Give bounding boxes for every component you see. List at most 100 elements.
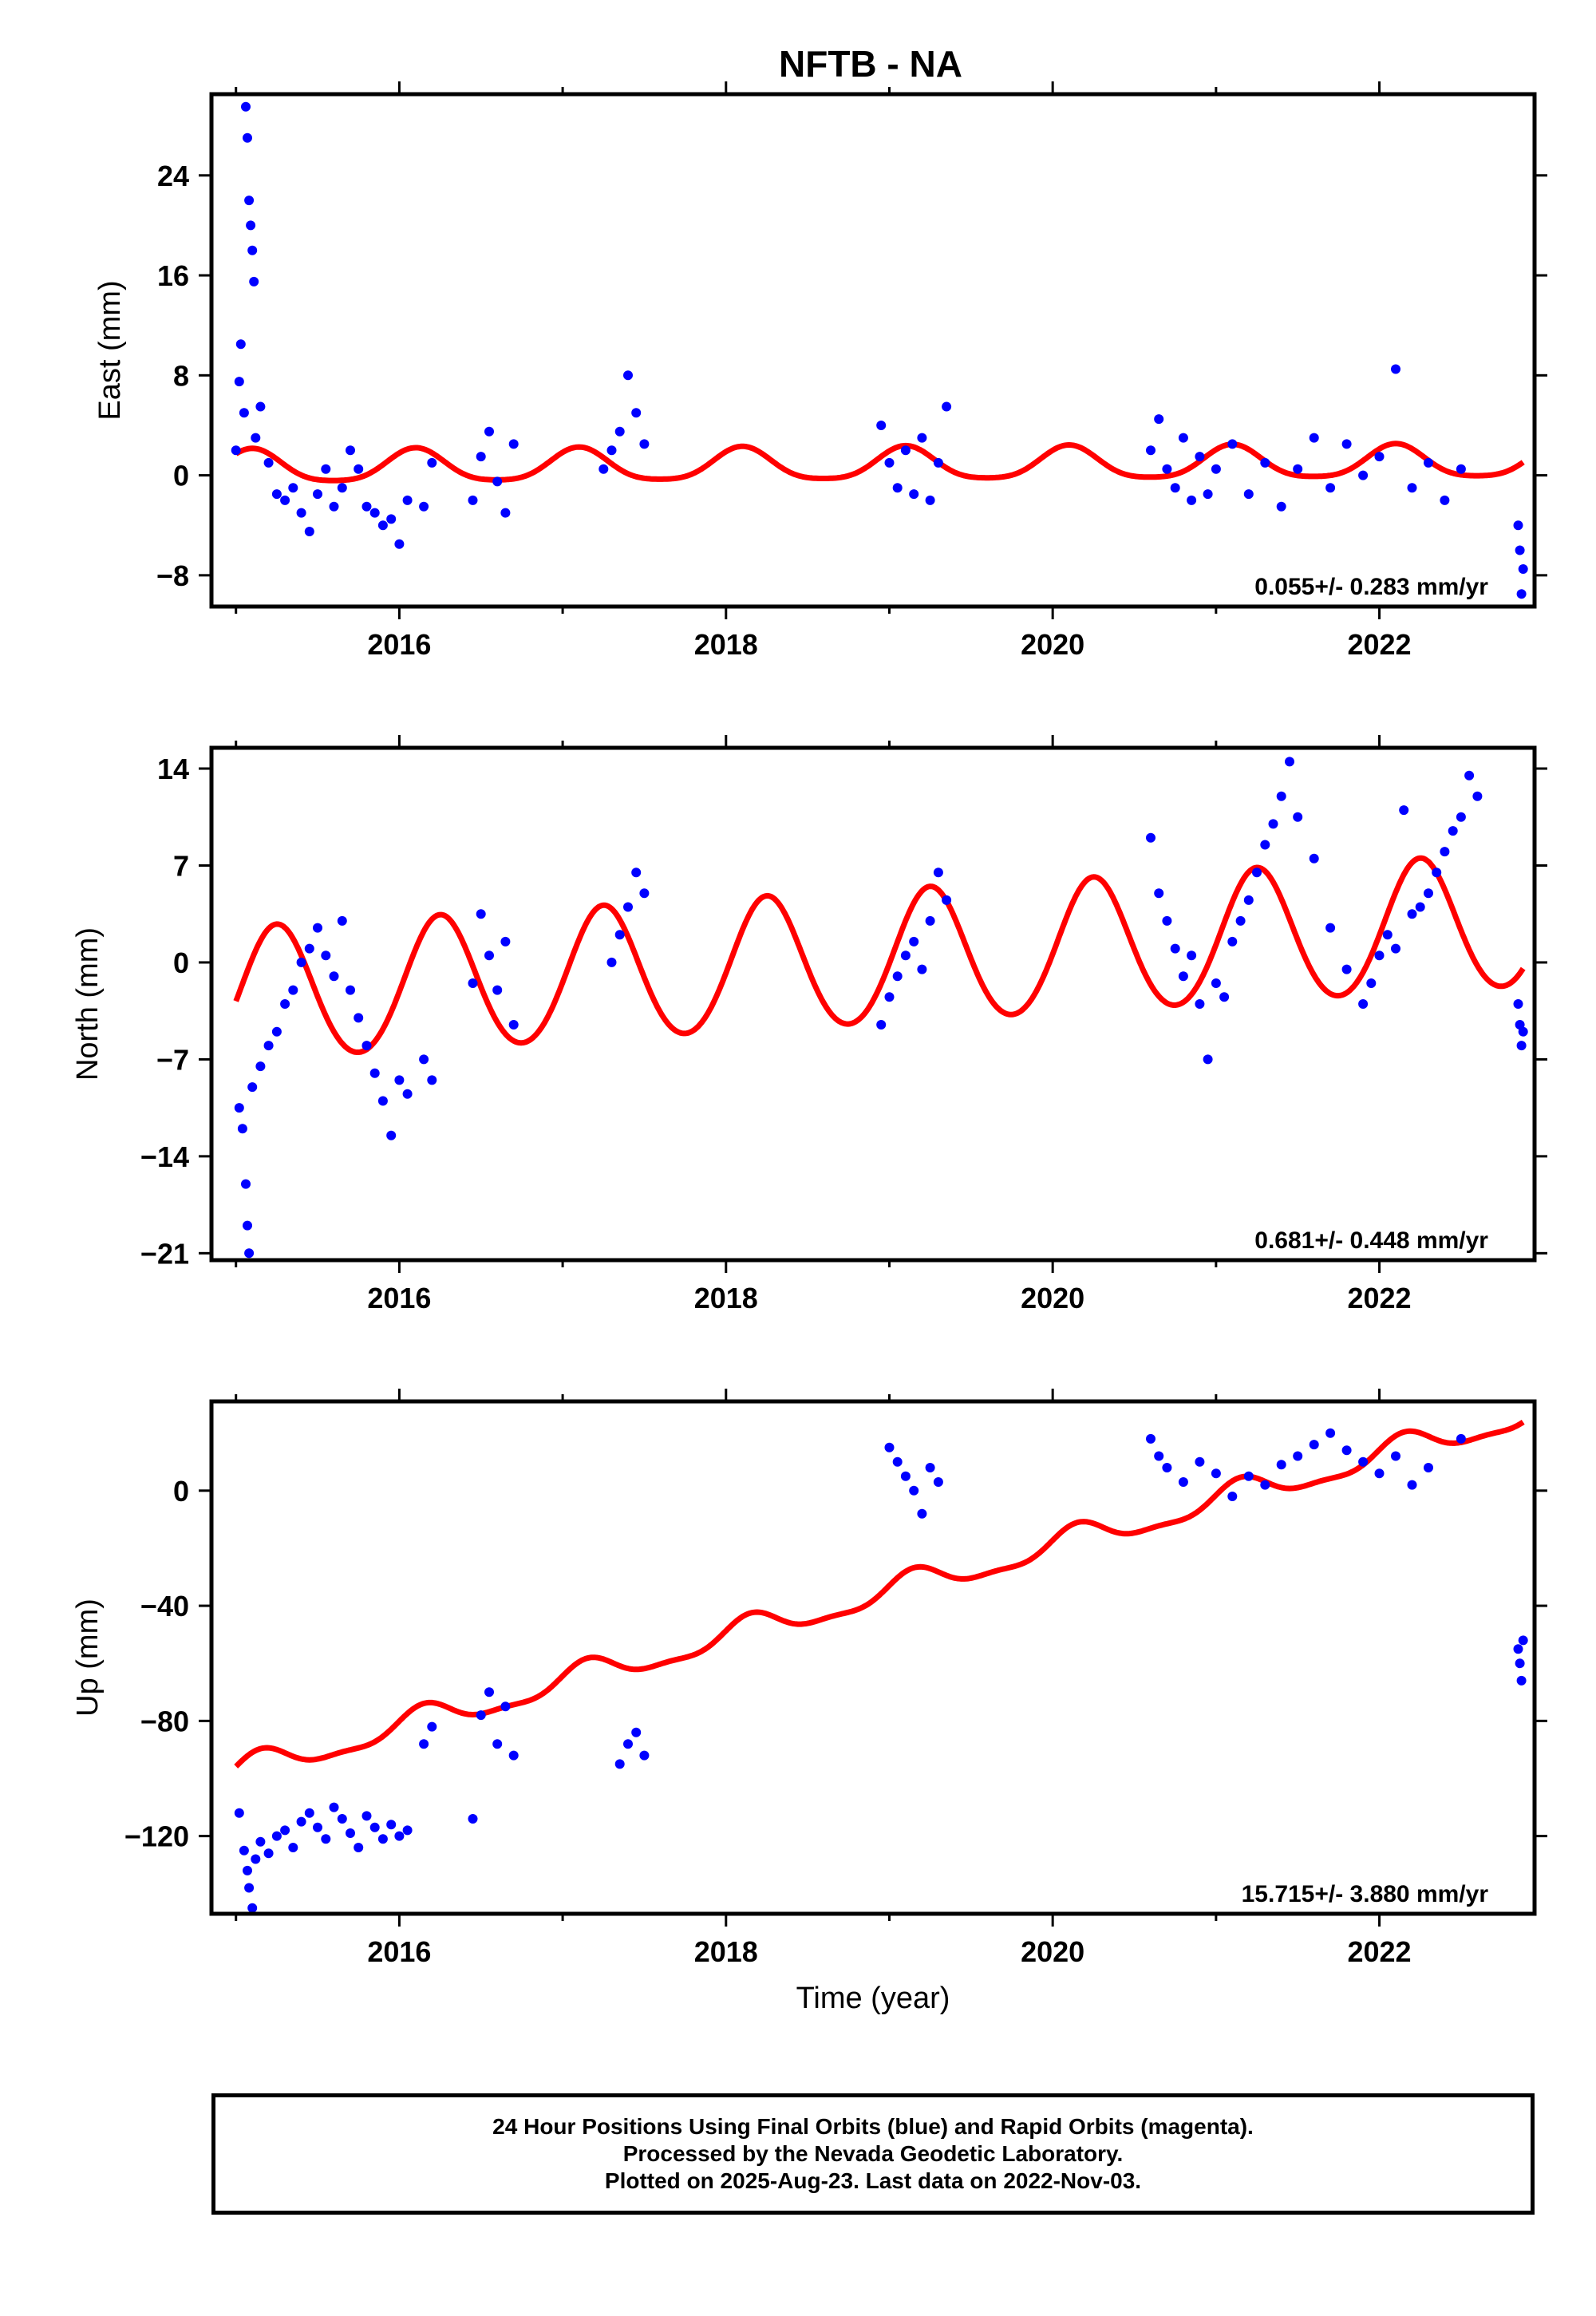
up-data-point — [1358, 1456, 1369, 1467]
up-y-tick-label: −40 — [140, 1590, 189, 1622]
east-data-point — [249, 276, 259, 287]
north-data-point — [255, 1061, 266, 1072]
north-data-point — [1260, 840, 1270, 850]
east-data-point — [402, 495, 413, 505]
east-data-point — [909, 489, 919, 500]
up-data-point — [1515, 1658, 1525, 1669]
up-rate-label: 15.715+/- 3.880 mm/yr — [1242, 1881, 1489, 1907]
up-data-point — [1325, 1428, 1336, 1438]
up-data-point — [239, 1845, 249, 1856]
east-data-point — [296, 508, 306, 518]
up-data-point — [244, 1883, 255, 1893]
up-data-point — [1154, 1451, 1164, 1461]
north-data-point — [876, 1020, 887, 1030]
north-model-line — [233, 855, 1526, 1055]
north-data-point — [427, 1075, 437, 1085]
east-data-point — [235, 339, 246, 350]
north-data-point — [917, 964, 927, 974]
up-x-tick-label: 2018 — [694, 1935, 758, 1968]
east-data-point — [933, 457, 943, 468]
north-data-point — [476, 909, 486, 919]
north-data-point — [1170, 943, 1180, 954]
up-data-point — [884, 1442, 895, 1452]
north-data-point — [1516, 1041, 1527, 1051]
east-x-tick-label: 2018 — [694, 628, 758, 661]
up-data-point — [377, 1834, 388, 1844]
north-data-point — [1243, 895, 1254, 905]
up-data-point — [234, 1808, 244, 1818]
east-frame — [209, 92, 1537, 609]
up-data-point — [1407, 1480, 1417, 1490]
north-data-point — [313, 923, 322, 933]
up-y-tick-label: −80 — [140, 1705, 189, 1737]
east-data-point — [313, 489, 322, 500]
north-data-point — [1276, 791, 1286, 801]
north-data-point — [623, 902, 633, 912]
east-data-point — [288, 483, 298, 493]
north-data-point — [361, 1041, 372, 1051]
up-x-axis-label: Time (year) — [796, 1982, 950, 2015]
up-data-point — [271, 1831, 282, 1841]
east-data-point — [1358, 470, 1369, 480]
up-data-point — [1162, 1463, 1172, 1472]
east-data-point — [917, 433, 927, 443]
up-panel: 2016 2018 2020 2022 −120 −80 −40 0 Up (mm) Time (… — [71, 1389, 1547, 2015]
east-x-tick-label: 2016 — [367, 628, 431, 661]
north-data-point — [933, 868, 943, 878]
up-data-point — [492, 1739, 503, 1749]
footer-line-orbits: 24 Hour Positions Using Final Orbits (bl… — [492, 2114, 1254, 2139]
up-data-point — [500, 1701, 511, 1712]
east-data-point — [1513, 520, 1523, 531]
east-data-point — [271, 489, 282, 500]
east-data-point — [1178, 433, 1188, 443]
north-data-point — [1162, 915, 1172, 926]
east-data-point — [329, 501, 339, 512]
north-data-point — [369, 1068, 380, 1078]
east-data-point — [1227, 439, 1238, 449]
east-rate-label: 0.055+/- 0.283 mm/yr — [1254, 574, 1488, 600]
up-data-point — [354, 1843, 364, 1852]
north-data-point — [1187, 951, 1197, 961]
north-frame — [209, 745, 1537, 1263]
up-data-point — [247, 1903, 258, 1913]
east-data-point — [377, 520, 388, 531]
up-frame — [209, 1399, 1537, 1916]
up-data-point — [369, 1822, 380, 1832]
east-data-point — [1276, 501, 1286, 512]
east-data-point — [263, 457, 274, 468]
north-data-point — [484, 951, 494, 961]
east-data-point — [1515, 545, 1525, 555]
east-data-point — [337, 483, 347, 493]
east-data-point — [1456, 464, 1466, 474]
up-data-point — [900, 1471, 911, 1481]
north-data-point — [296, 957, 306, 967]
north-data-point — [1424, 888, 1433, 899]
north-y-tick-label: −7 — [156, 1043, 189, 1076]
north-data-point — [1358, 999, 1369, 1009]
up-data-point — [623, 1739, 633, 1749]
north-data-point — [1203, 1054, 1213, 1065]
up-data-point — [1374, 1468, 1385, 1479]
east-data-point — [1146, 445, 1156, 456]
north-data-point — [1285, 757, 1294, 767]
up-y-tick-label: −120 — [124, 1820, 189, 1853]
up-data-point — [1391, 1451, 1400, 1461]
north-y-tick-label: 7 — [173, 849, 189, 882]
north-data-point — [386, 1130, 397, 1140]
north-data-point — [1293, 812, 1303, 822]
east-data-point — [468, 495, 478, 505]
up-data-point — [892, 1456, 903, 1467]
east-y-tick-label: 8 — [173, 359, 189, 392]
north-data-point — [1325, 923, 1336, 933]
up-data-point — [631, 1727, 642, 1737]
north-data-point — [1513, 999, 1523, 1009]
up-data-point — [1293, 1451, 1303, 1461]
up-data-point — [361, 1811, 372, 1821]
east-y-axis-label: East (mm) — [93, 280, 127, 420]
east-data-point — [354, 464, 364, 474]
east-x-tick-label: 2022 — [1347, 628, 1411, 661]
up-x-tick-label: 2016 — [367, 1935, 431, 1968]
north-data-point — [1235, 915, 1246, 926]
east-data-point — [598, 464, 609, 474]
east-data-point — [1374, 452, 1385, 462]
